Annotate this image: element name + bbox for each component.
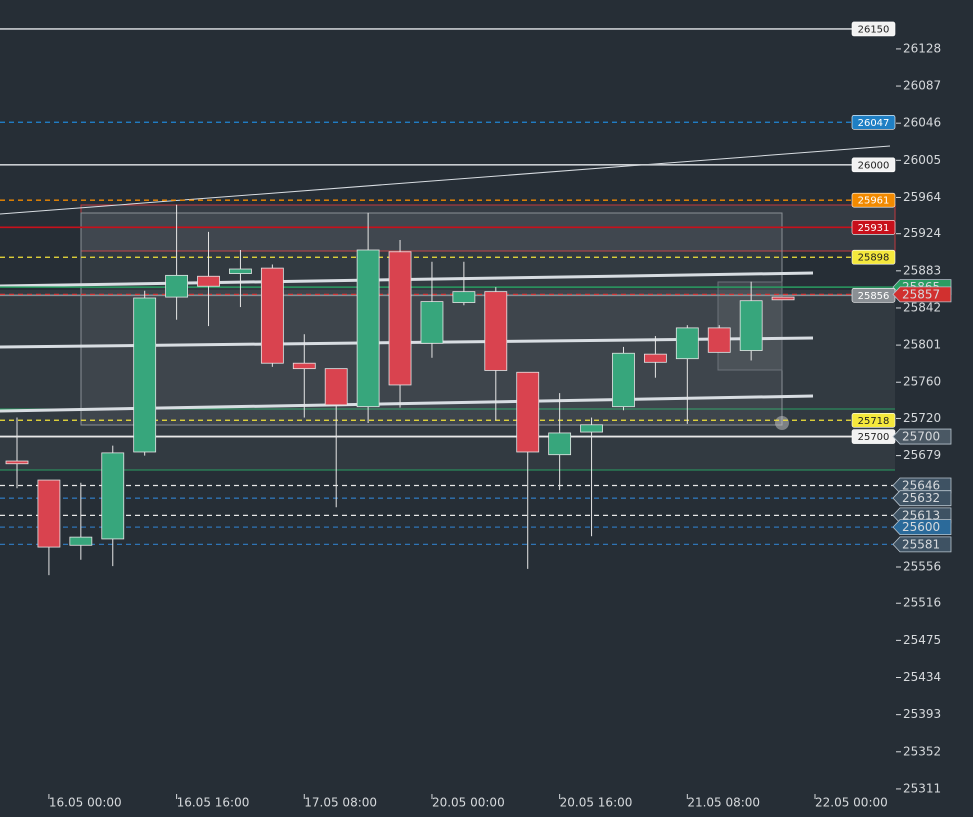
y-tick-label: 25760	[903, 375, 941, 389]
y-tick-label: 25801	[903, 338, 941, 352]
candle-body	[5, 460, 29, 465]
y-tick-label: 25311	[903, 781, 941, 795]
level-pointer	[892, 536, 952, 553]
candle-body	[675, 327, 699, 360]
candle-body	[37, 479, 61, 548]
candle-body	[388, 251, 412, 386]
level-pointer-label: 25700	[902, 430, 940, 444]
level-pointer	[892, 490, 952, 507]
level-pointer-label: 25646	[902, 478, 940, 492]
level-tag	[851, 114, 896, 130]
candle-body	[707, 327, 731, 353]
candle-body	[260, 267, 284, 364]
level-tag-label: 25856	[858, 291, 890, 302]
level-tag-label: 25718	[858, 416, 890, 427]
x-tick-label: 16.05 16:00	[177, 796, 250, 810]
y-tick-label: 26087	[903, 79, 941, 93]
candle-body	[580, 424, 603, 433]
x-tick-label: 20.05 00:00	[432, 796, 505, 810]
level-pointer	[892, 286, 952, 303]
candle-body	[292, 362, 316, 370]
level-tag-label: 25931	[858, 223, 890, 234]
y-tick-label: 25924	[903, 226, 941, 240]
level-tag	[851, 220, 896, 235]
x-tick-label: 20.05 16:00	[560, 796, 633, 810]
level-pointer-label: 25613	[902, 508, 940, 522]
candle-body	[165, 274, 189, 298]
candle-body	[739, 300, 763, 351]
candle-body	[229, 268, 252, 274]
candle-body	[101, 452, 125, 540]
candle-body	[484, 291, 508, 371]
candle-body	[133, 297, 157, 453]
trend-line	[0, 145, 891, 215]
level-tag-label: 26047	[858, 118, 890, 129]
candle-body	[356, 249, 380, 408]
level-tag-label: 26000	[858, 160, 890, 171]
x-tick-label: 17.05 08:00	[304, 796, 377, 810]
x-tick-label: 21.05 08:00	[687, 796, 760, 810]
level-tag-label: 26150	[858, 24, 890, 35]
handle	[775, 416, 789, 430]
x-tick-label: 22.05 00:00	[815, 796, 888, 810]
level-tag	[851, 192, 896, 208]
y-tick-label: 25556	[903, 560, 941, 574]
y-tick-label: 26046	[903, 116, 941, 130]
level-pointer-label: 25632	[902, 491, 940, 505]
y-tick-label: 26005	[903, 153, 941, 167]
candle-body	[420, 301, 444, 344]
candle-body	[548, 432, 572, 456]
level-tag-label: 25700	[858, 432, 890, 443]
y-tick-label: 25352	[903, 744, 941, 758]
x-tick-label: 16.05 00:00	[49, 796, 122, 810]
candle-body	[771, 296, 795, 301]
y-tick-label: 25475	[903, 633, 941, 647]
y-tick-label: 25842	[903, 300, 941, 314]
level-tag	[851, 157, 896, 173]
candle-body	[197, 275, 220, 287]
candle-body	[69, 536, 93, 546]
level-tag-label: 25898	[858, 253, 890, 264]
level-tag	[851, 249, 896, 265]
candle-body	[644, 353, 667, 363]
level-pointer-label: 25600	[902, 520, 940, 534]
candle-body	[324, 368, 348, 406]
y-tick-label: 26128	[903, 41, 941, 55]
y-tick-label: 25883	[903, 263, 941, 277]
y-tick-label: 25393	[903, 707, 941, 721]
level-pointer-label: 25581	[902, 537, 940, 551]
y-tick-label: 25720	[903, 411, 941, 425]
candle-body	[612, 352, 635, 408]
y-tick-label: 25679	[903, 448, 941, 462]
level-pointer	[892, 519, 952, 536]
candle-body	[516, 371, 540, 453]
level-tag-label: 25961	[858, 196, 890, 207]
level-pointer-label: 25857	[902, 287, 940, 301]
y-tick-label: 25516	[903, 596, 941, 610]
y-tick-label: 25434	[903, 670, 941, 684]
y-tick-label: 25964	[903, 190, 941, 204]
candle-body	[452, 291, 476, 303]
level-pointer	[892, 428, 952, 445]
level-tag	[851, 21, 896, 37]
level-tag	[851, 412, 896, 428]
